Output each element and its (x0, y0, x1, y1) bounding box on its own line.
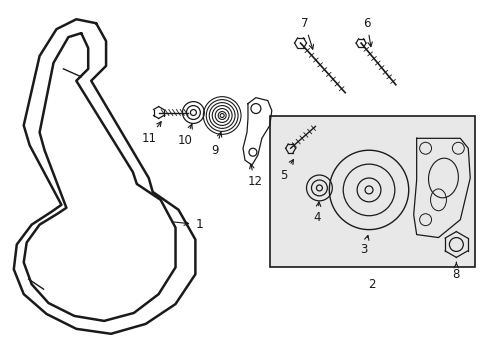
Text: 8: 8 (452, 262, 459, 281)
Text: 2: 2 (367, 278, 375, 291)
Text: 4: 4 (313, 202, 321, 224)
Text: 10: 10 (178, 124, 192, 147)
Text: 6: 6 (363, 17, 371, 47)
Text: 9: 9 (211, 132, 221, 157)
Text: 12: 12 (247, 164, 262, 189)
Text: 5: 5 (280, 159, 293, 181)
Text: 7: 7 (300, 17, 313, 49)
Text: 11: 11 (141, 122, 161, 145)
Text: 3: 3 (360, 235, 368, 256)
Bar (269, 116, 474, 267)
Text: 1: 1 (173, 218, 203, 231)
